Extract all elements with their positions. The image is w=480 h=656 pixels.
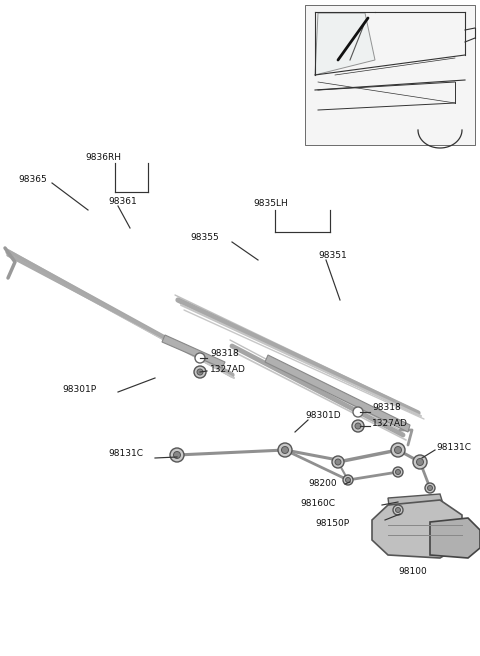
Circle shape xyxy=(428,485,432,491)
Text: 98365: 98365 xyxy=(18,176,47,184)
Text: 98131C: 98131C xyxy=(436,443,471,451)
Polygon shape xyxy=(265,355,410,432)
Circle shape xyxy=(393,467,403,477)
Circle shape xyxy=(391,443,405,457)
Text: 98100: 98100 xyxy=(398,567,427,577)
Text: 98160C: 98160C xyxy=(300,499,335,508)
Circle shape xyxy=(281,447,288,453)
Polygon shape xyxy=(372,500,462,558)
Circle shape xyxy=(278,443,292,457)
Text: 9836RH: 9836RH xyxy=(85,152,121,161)
Polygon shape xyxy=(305,5,475,145)
Circle shape xyxy=(425,483,435,493)
Circle shape xyxy=(170,448,184,462)
Text: 98318: 98318 xyxy=(210,350,239,358)
Circle shape xyxy=(353,407,363,417)
Text: 1327AD: 1327AD xyxy=(210,365,246,373)
Circle shape xyxy=(413,455,427,469)
Text: 98150P: 98150P xyxy=(315,518,349,527)
Circle shape xyxy=(346,478,350,483)
Circle shape xyxy=(395,447,401,453)
Text: 98318: 98318 xyxy=(372,403,401,413)
Text: 98131C: 98131C xyxy=(108,449,143,459)
Circle shape xyxy=(332,456,344,468)
Text: 98355: 98355 xyxy=(190,234,219,243)
Circle shape xyxy=(396,508,400,512)
Text: 98301P: 98301P xyxy=(62,384,96,394)
Circle shape xyxy=(194,366,206,378)
Text: 98200: 98200 xyxy=(308,480,336,489)
Polygon shape xyxy=(315,13,375,75)
Circle shape xyxy=(396,470,400,474)
Text: 9835LH: 9835LH xyxy=(253,199,288,209)
Circle shape xyxy=(352,420,364,432)
Circle shape xyxy=(343,475,353,485)
Polygon shape xyxy=(430,518,480,558)
Circle shape xyxy=(417,459,423,466)
Text: 98361: 98361 xyxy=(108,197,137,207)
Polygon shape xyxy=(388,494,445,514)
Circle shape xyxy=(173,451,180,459)
Circle shape xyxy=(355,423,361,429)
Circle shape xyxy=(197,369,203,375)
Circle shape xyxy=(335,459,341,465)
Polygon shape xyxy=(162,335,225,368)
Text: 98301D: 98301D xyxy=(305,411,341,420)
Circle shape xyxy=(195,353,205,363)
Circle shape xyxy=(393,505,403,515)
Text: 1327AD: 1327AD xyxy=(372,419,408,428)
Text: 98351: 98351 xyxy=(318,251,347,260)
